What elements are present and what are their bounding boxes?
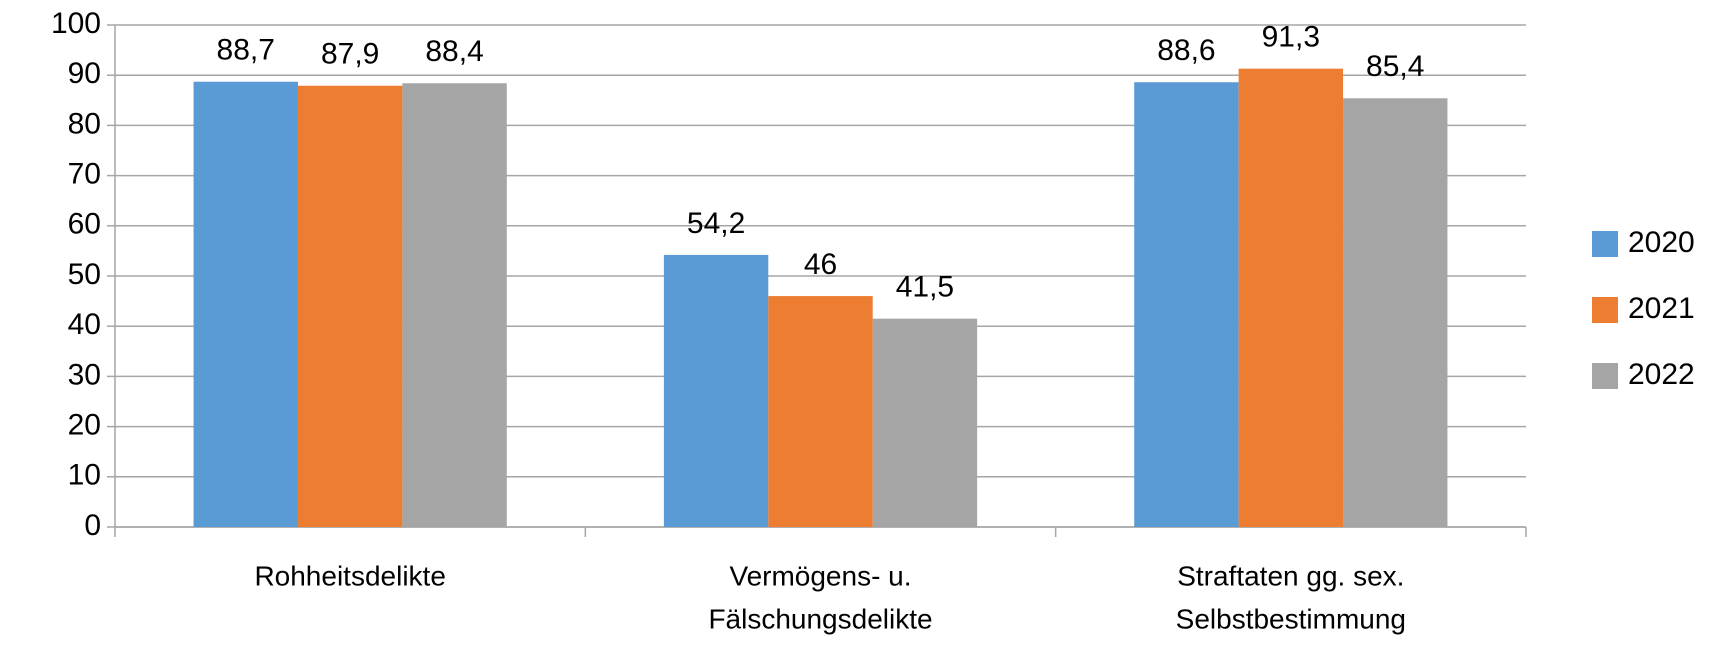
data-label: 54,2 (687, 207, 745, 240)
y-tick-label: 70 (68, 158, 101, 191)
bar (663, 254, 769, 527)
bar (297, 85, 403, 527)
y-tick-label: 90 (68, 57, 101, 90)
bar (1343, 98, 1448, 528)
y-tick-label: 40 (68, 308, 101, 341)
data-label: 87,9 (321, 38, 379, 71)
legend-label: 2022 (1628, 358, 1695, 391)
y-tick-label: 30 (68, 358, 101, 391)
data-label: 88,6 (1157, 34, 1215, 67)
x-tick-label: Selbstbestimmung (1176, 603, 1406, 634)
bar (1134, 82, 1239, 527)
y-tick-label: 20 (68, 409, 101, 442)
legend-swatch (1592, 297, 1618, 323)
data-label: 41,5 (896, 271, 954, 304)
bar (193, 81, 298, 527)
y-tick-label: 60 (68, 208, 101, 241)
bar (1238, 68, 1344, 527)
y-tick-label: 10 (68, 459, 101, 492)
y-tick-label: 0 (84, 509, 101, 542)
bar (872, 318, 978, 527)
data-label: 88,4 (425, 35, 483, 68)
y-tick-label: 100 (51, 7, 101, 40)
x-tick-label: Fälschungsdelikte (708, 603, 932, 634)
x-tick-label: Straftaten gg. sex. (1177, 560, 1404, 591)
legend-swatch (1592, 231, 1618, 257)
bar (402, 83, 507, 528)
y-tick-label: 50 (68, 258, 101, 291)
y-tick-label: 80 (68, 107, 101, 140)
data-label: 88,7 (217, 34, 275, 67)
x-tick-label: Rohheitsdelikte (254, 560, 445, 591)
x-tick-label: Vermögens- u. (729, 560, 911, 591)
data-label: 85,4 (1366, 50, 1424, 83)
legend-label: 2020 (1628, 226, 1695, 259)
bar (768, 296, 873, 527)
legend-swatch (1592, 363, 1618, 389)
legend-label: 2021 (1628, 292, 1695, 325)
data-label: 46 (804, 248, 837, 281)
data-label: 91,3 (1262, 21, 1320, 54)
